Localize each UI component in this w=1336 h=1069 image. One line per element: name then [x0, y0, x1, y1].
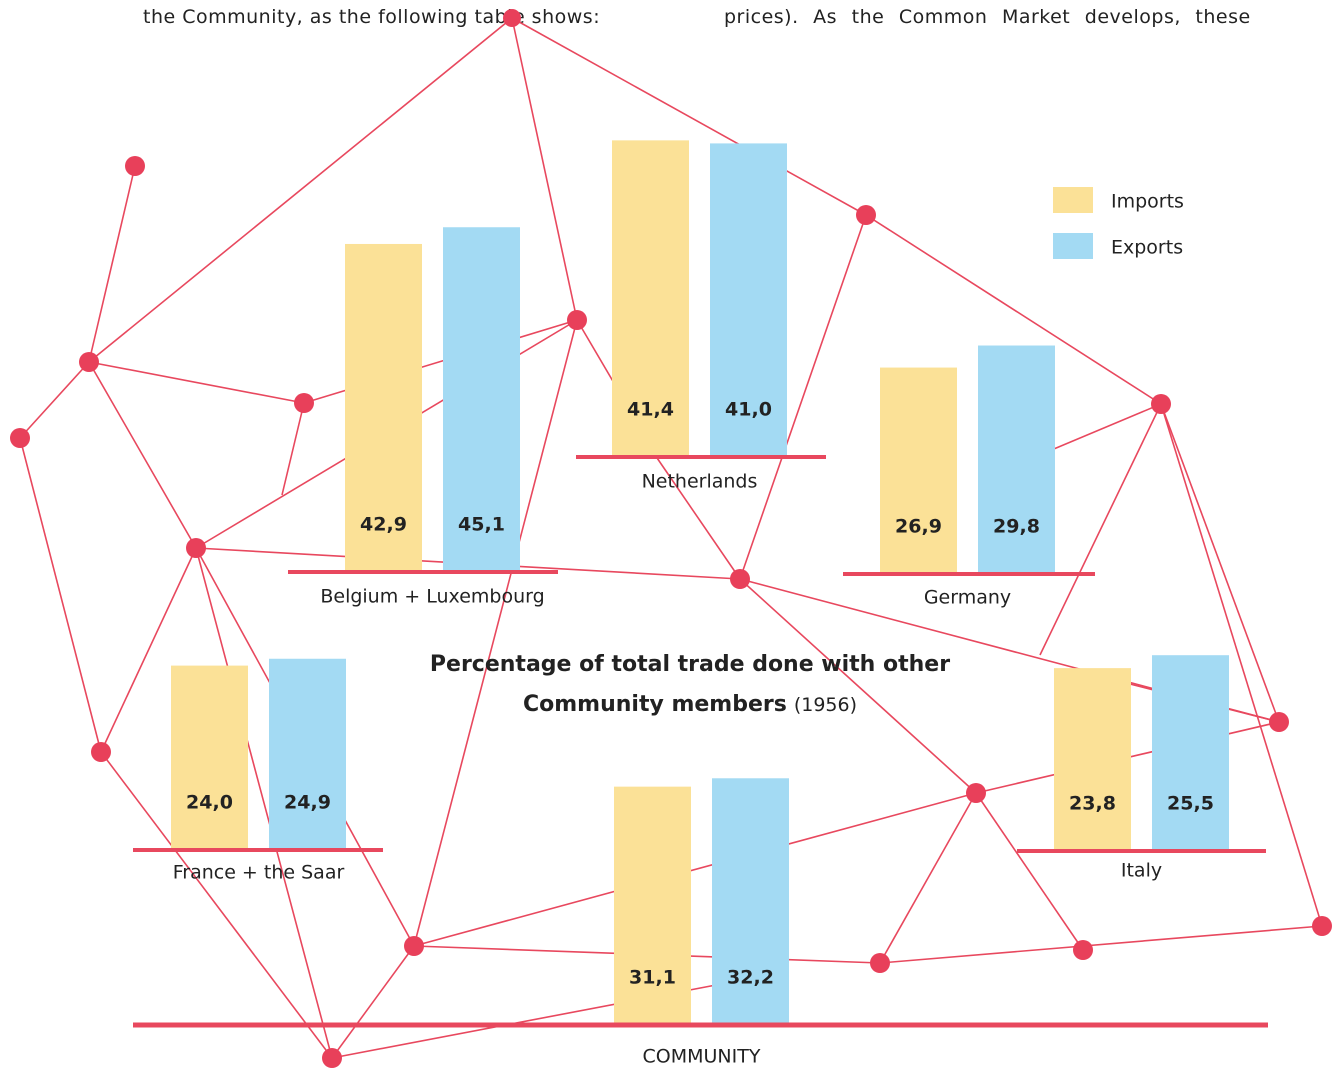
category-label: Germany [924, 587, 1011, 609]
chart-title-block: Percentage of total trade done with othe… [400, 645, 980, 725]
value-label: 23,8 [1069, 793, 1116, 815]
legend-swatch [1053, 233, 1093, 259]
value-label: 25,5 [1167, 793, 1214, 815]
bar [1054, 668, 1131, 849]
legend-swatch [1053, 187, 1093, 213]
value-label: 29,8 [993, 516, 1040, 538]
value-label: 41,0 [725, 399, 772, 421]
value-label: 24,9 [284, 792, 331, 814]
bar [1152, 655, 1229, 849]
bar [978, 346, 1055, 572]
chart-title: Percentage of total trade done with othe… [430, 652, 950, 717]
value-label: 31,1 [629, 967, 676, 989]
category-label: Italy [1121, 860, 1162, 882]
legend-label: Exports [1111, 237, 1183, 259]
category-label: France + the Saar [173, 862, 345, 884]
category-label: COMMUNITY [643, 1046, 761, 1068]
value-label: 42,9 [360, 514, 407, 536]
legend-label: Imports [1111, 191, 1184, 213]
value-label: 32,2 [727, 967, 774, 989]
page: {"text": {"left_fragment": "the Communit… [0, 0, 1336, 1069]
category-label: Belgium + Luxembourg [320, 586, 544, 608]
chart-subtitle: (1956) [794, 694, 857, 716]
value-label: 45,1 [458, 514, 505, 536]
value-label: 24,0 [186, 792, 233, 814]
chart: 42,9 45,1 Belgium + Luxembourg 41,4 41,0 Neth… [0, 0, 1336, 1069]
bar [171, 666, 248, 848]
value-label: 26,9 [895, 516, 942, 538]
bar [880, 368, 957, 572]
value-label: 41,4 [627, 399, 674, 421]
bar [269, 659, 346, 848]
category-label: Netherlands [642, 471, 758, 493]
